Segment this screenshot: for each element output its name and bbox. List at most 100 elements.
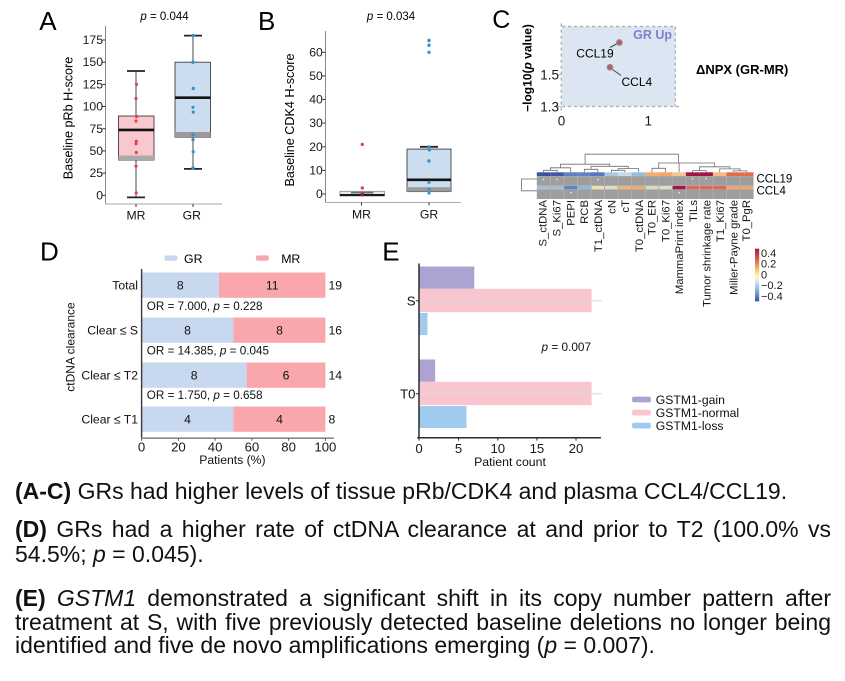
svg-text:p = 0.007: p = 0.007 — [541, 340, 592, 354]
svg-text:−log10(p value): −log10(p value) — [521, 24, 535, 112]
svg-text:8: 8 — [276, 324, 283, 338]
svg-text:B: B — [258, 6, 275, 36]
svg-text:4: 4 — [276, 413, 283, 427]
svg-text:T0_ER: T0_ER — [647, 200, 659, 235]
svg-text:ctDNA clearance: ctDNA clearance — [63, 302, 77, 392]
svg-text:GSTM1-normal: GSTM1-normal — [656, 406, 739, 420]
svg-text:GSTM1-loss: GSTM1-loss — [656, 419, 724, 433]
svg-text:40: 40 — [208, 440, 223, 455]
svg-text:Miller-Payne grade: Miller-Payne grade — [728, 200, 740, 295]
svg-text:MR: MR — [281, 252, 300, 266]
svg-text:16: 16 — [329, 324, 343, 338]
svg-text:GR: GR — [183, 209, 201, 223]
svg-text:Baseline pRb H-score: Baseline pRb H-score — [61, 57, 75, 180]
svg-text:TILs: TILs — [688, 200, 700, 222]
svg-text:11: 11 — [266, 279, 279, 293]
svg-text:T0_PgR: T0_PgR — [741, 200, 753, 241]
svg-text:20: 20 — [309, 140, 323, 154]
svg-text:MammaPrint index: MammaPrint index — [674, 200, 686, 295]
svg-text:Baseline CDK4 H-score: Baseline CDK4 H-score — [283, 54, 297, 187]
svg-text:p = 0.044: p = 0.044 — [139, 11, 189, 23]
svg-text:20: 20 — [569, 441, 584, 456]
svg-text:100: 100 — [83, 100, 104, 114]
svg-text:Total: Total — [112, 279, 138, 293]
svg-text:1: 1 — [645, 114, 653, 129]
svg-text:30: 30 — [309, 116, 323, 130]
svg-text:S_Ki67: S_Ki67 — [552, 200, 564, 236]
svg-text:T1_ctDNA: T1_ctDNA — [593, 200, 605, 253]
svg-text:S_ctDNA: S_ctDNA — [538, 200, 550, 247]
svg-text:T0_Ki67: T0_Ki67 — [660, 200, 672, 242]
svg-text:1.3: 1.3 — [540, 99, 559, 114]
svg-text:p = 0.034: p = 0.034 — [366, 11, 416, 23]
svg-text:CCL19: CCL19 — [757, 174, 793, 186]
svg-text:C: C — [492, 6, 510, 34]
svg-text:8: 8 — [184, 324, 191, 338]
svg-text:0: 0 — [761, 269, 767, 281]
svg-text:60: 60 — [309, 45, 323, 59]
svg-text:4: 4 — [184, 413, 191, 427]
svg-text:1.5: 1.5 — [540, 67, 559, 82]
svg-text:ΔNPX (GR-MR): ΔNPX (GR-MR) — [696, 62, 788, 77]
svg-text:0: 0 — [138, 440, 145, 455]
svg-text:E: E — [382, 236, 399, 266]
svg-text:60: 60 — [245, 440, 260, 455]
svg-text:D: D — [40, 237, 59, 267]
svg-text:175: 175 — [83, 33, 104, 47]
svg-text:80: 80 — [281, 440, 296, 455]
svg-text:0.4: 0.4 — [761, 248, 776, 260]
svg-text:T0_ctDNA: T0_ctDNA — [634, 200, 646, 253]
svg-text:Patients (%): Patients (%) — [199, 453, 265, 467]
svg-text:50: 50 — [89, 144, 103, 158]
svg-text:cT: cT — [620, 200, 632, 213]
svg-text:T1_Ki67: T1_Ki67 — [715, 200, 727, 242]
svg-text:MR: MR — [352, 208, 371, 222]
svg-text:0: 0 — [316, 187, 323, 201]
svg-text:75: 75 — [89, 122, 103, 136]
svg-text:GSTM1-gain: GSTM1-gain — [656, 393, 725, 407]
svg-text:S: S — [407, 294, 416, 309]
svg-text:A: A — [39, 6, 57, 36]
svg-text:−0.4: −0.4 — [761, 291, 783, 303]
svg-text:GR Up: GR Up — [633, 28, 672, 42]
svg-text:40: 40 — [309, 93, 323, 107]
svg-text:19: 19 — [329, 279, 343, 293]
svg-text:5: 5 — [455, 441, 462, 456]
svg-text:GR: GR — [184, 252, 203, 266]
svg-text:10: 10 — [309, 163, 323, 177]
svg-text:T0: T0 — [400, 387, 415, 402]
svg-text:50: 50 — [309, 69, 323, 83]
svg-text:0: 0 — [558, 114, 566, 129]
svg-text:Tumor shrinkage rate: Tumor shrinkage rate — [702, 200, 714, 307]
svg-text:150: 150 — [83, 55, 104, 69]
svg-text:100: 100 — [314, 440, 336, 455]
svg-text:8: 8 — [191, 369, 198, 383]
svg-text:PEPI: PEPI — [565, 200, 577, 226]
svg-text:10: 10 — [490, 441, 505, 456]
svg-text:6: 6 — [283, 369, 290, 383]
svg-text:CCL4: CCL4 — [622, 75, 653, 89]
svg-text:RCB: RCB — [579, 200, 591, 224]
svg-text:GR: GR — [420, 208, 438, 222]
svg-text:−0.2: −0.2 — [761, 280, 783, 292]
svg-text:Patient count: Patient count — [474, 455, 546, 469]
svg-text:Clear ≤ S: Clear ≤ S — [87, 324, 138, 338]
svg-text:OR = 14.385, p = 0.045: OR = 14.385, p = 0.045 — [147, 345, 270, 358]
svg-text:0.2: 0.2 — [761, 259, 776, 271]
svg-text:cN: cN — [607, 200, 619, 214]
svg-text:8: 8 — [177, 279, 184, 293]
svg-text:14: 14 — [329, 369, 343, 383]
svg-text:125: 125 — [83, 77, 104, 91]
svg-text:25: 25 — [89, 166, 103, 180]
svg-text:0: 0 — [415, 441, 422, 456]
svg-text:Clear ≤ T2: Clear ≤ T2 — [81, 369, 138, 383]
svg-text:OR = 7.000, p = 0.228: OR = 7.000, p = 0.228 — [147, 300, 263, 313]
svg-text:MR: MR — [127, 209, 146, 223]
svg-text:Clear ≤ T1: Clear ≤ T1 — [81, 413, 138, 427]
svg-text:8: 8 — [329, 413, 336, 427]
svg-text:20: 20 — [171, 440, 186, 455]
svg-text:15: 15 — [530, 441, 545, 456]
svg-text:0: 0 — [96, 188, 103, 202]
svg-text:CCL4: CCL4 — [757, 186, 787, 198]
svg-text:CCL19: CCL19 — [576, 47, 614, 61]
